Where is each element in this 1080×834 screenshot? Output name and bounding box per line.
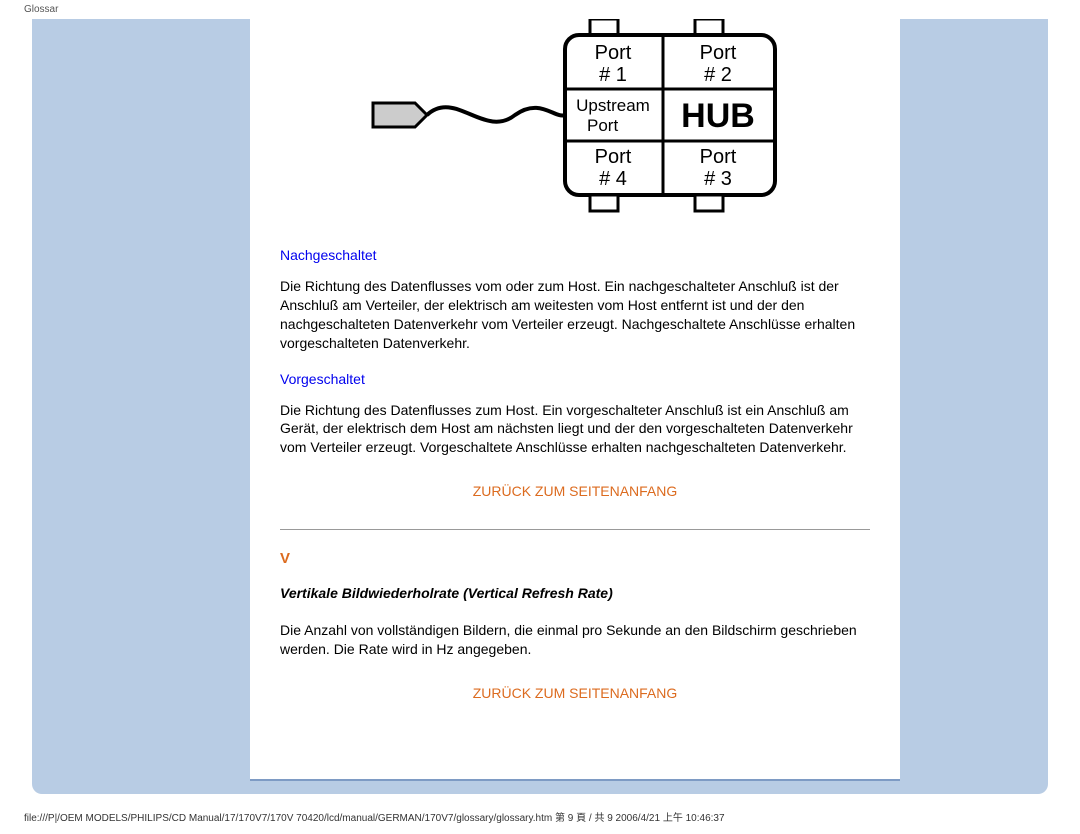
svg-text:Port: Port [595, 146, 632, 168]
svg-text:Port: Port [587, 116, 618, 135]
heading-nachgeschaltet: Nachgeschaltet [280, 247, 870, 263]
heading-vertical-refresh: Vertikale Bildwiederholrate (Vertical Re… [280, 585, 870, 601]
svg-text:# 1: # 1 [599, 64, 627, 86]
back-to-top-link-1: ZURÜCK ZUM SEITENANFANG [280, 483, 870, 501]
page-footer-path: file:///P|/OEM MODELS/PHILIPS/CD Manual/… [24, 809, 1056, 824]
divider [280, 529, 870, 530]
svg-text:HUB: HUB [681, 97, 755, 135]
page-header: Glossar [0, 0, 1080, 19]
svg-text:Port: Port [700, 146, 737, 168]
heading-vorgeschaltet: Vorgeschaltet [280, 371, 870, 387]
back-to-top-anchor-2[interactable]: ZURÜCK ZUM SEITENANFANG [473, 685, 678, 701]
svg-text:# 2: # 2 [704, 64, 732, 86]
text-vertical-refresh: Die Anzahl von vollständigen Bildern, di… [280, 621, 870, 659]
svg-text:Port: Port [595, 42, 632, 64]
text-nachgeschaltet: Die Richtung des Datenflusses vom oder z… [280, 277, 870, 353]
svg-text:Port: Port [700, 42, 737, 64]
back-to-top-link-2: ZURÜCK ZUM SEITENANFANG [280, 685, 870, 703]
hub-diagram: Port # 1 Port # 2 Upstream Port HUB Port… [280, 19, 870, 229]
hub-svg: Port # 1 Port # 2 Upstream Port HUB Port… [355, 19, 795, 229]
text-vorgeschaltet: Die Richtung des Datenflusses zum Host. … [280, 401, 870, 458]
back-to-top-anchor-1[interactable]: ZURÜCK ZUM SEITENANFANG [473, 483, 678, 499]
svg-text:# 3: # 3 [704, 168, 732, 190]
letter-heading-v: V [280, 550, 870, 567]
svg-text:Upstream: Upstream [576, 96, 650, 115]
outer-frame: Port # 1 Port # 2 Upstream Port HUB Port… [32, 19, 1048, 794]
document-body: Port # 1 Port # 2 Upstream Port HUB Port… [250, 19, 900, 781]
svg-text:# 4: # 4 [599, 168, 627, 190]
